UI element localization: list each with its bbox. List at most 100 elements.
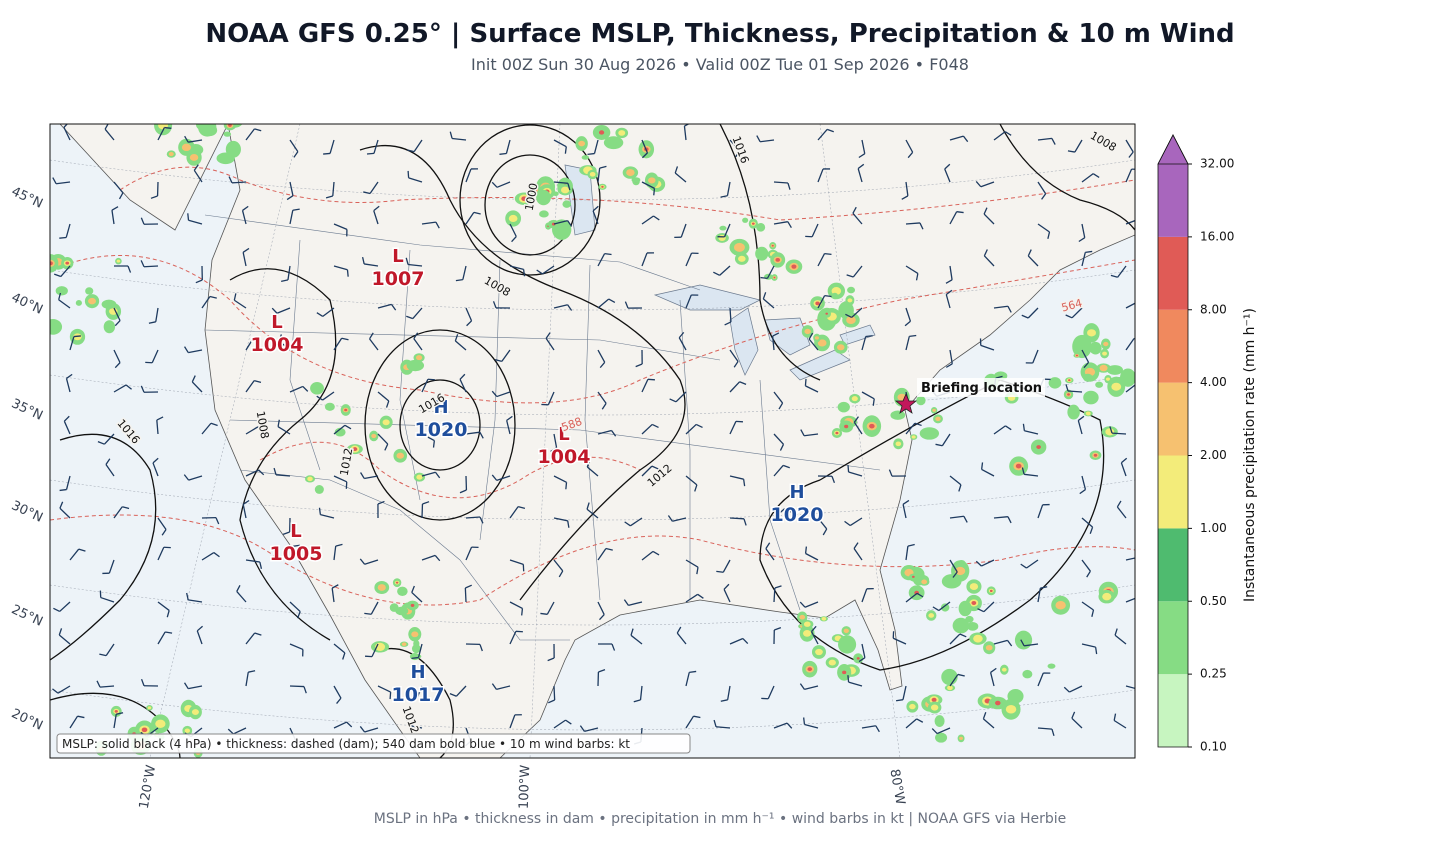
precip-cell [804, 329, 810, 334]
precip-cell [909, 704, 916, 709]
barb-flag [1139, 597, 1144, 602]
precip-cell [844, 425, 848, 428]
precip-cell [85, 287, 93, 294]
precip-cell [1036, 445, 1041, 449]
precip-cell [76, 300, 82, 306]
precip-cell [995, 701, 1001, 706]
precip-cell [378, 584, 386, 591]
precip-cell [198, 118, 216, 137]
precip-cell [44, 319, 62, 335]
barb-flag [605, 254, 612, 255]
barb-staff [465, 588, 466, 602]
precip-cell [752, 223, 755, 225]
precip-cell [1103, 342, 1108, 346]
precip-cell [921, 579, 927, 584]
precip-cell [115, 710, 118, 713]
precip-cell [407, 360, 424, 371]
pressure-center-kind: L [271, 312, 282, 333]
precip-cell [916, 396, 925, 405]
precip-cell [967, 622, 978, 631]
barb-staff [554, 686, 555, 700]
barb-flag [1138, 301, 1143, 306]
barb-flag [323, 153, 330, 154]
barb-flag [1140, 557, 1144, 563]
precip-cell [965, 616, 973, 623]
precip-cell [990, 590, 993, 592]
precip-cell [928, 613, 934, 618]
barb-flag [1085, 251, 1092, 252]
colorbar-tick-label: 0.10 [1200, 740, 1227, 754]
precip-cell [1111, 383, 1121, 391]
precip-cell [562, 200, 571, 207]
precip-cell [774, 277, 776, 279]
barb-flag [654, 188, 655, 195]
precip-cell [838, 402, 850, 413]
precip-cell [648, 177, 655, 183]
precip-cell [738, 256, 746, 262]
lat-label: 25°N [9, 602, 45, 629]
precip-cell [169, 152, 174, 156]
precip-cell [1086, 411, 1091, 415]
precip-cell [799, 615, 805, 620]
barb-staff [774, 588, 775, 602]
precip-cell [65, 262, 69, 265]
precip-cell [396, 582, 399, 584]
precip-cell [959, 737, 963, 740]
precip-cell [829, 660, 836, 666]
colorbar-band [1158, 383, 1188, 456]
barb-flag [367, 153, 374, 154]
precip-cell [804, 621, 811, 626]
pressure-center-value: 1007 [372, 268, 425, 290]
precip-cell [838, 635, 856, 653]
pressure-center-kind: L [290, 521, 301, 542]
precip-cell [1048, 663, 1056, 668]
barb-flag [825, 254, 832, 255]
pressure-center-value: 1020 [415, 419, 468, 441]
precip-cell [837, 344, 845, 350]
barb-flag [848, 675, 849, 682]
precip-cell [104, 320, 115, 333]
colorbar-label: Instantaneous precipitation rate (mm h⁻¹… [1242, 308, 1258, 602]
precip-cell [1083, 374, 1093, 382]
precip-cell [815, 649, 823, 655]
lat-label: 30°N [9, 498, 45, 525]
barb-flag [848, 465, 849, 472]
precip-cell [835, 432, 838, 435]
precip-cell [599, 130, 604, 134]
precip-cell [734, 243, 745, 252]
precip-cell [1016, 464, 1022, 469]
lon-label: 100°W [517, 765, 534, 810]
precip-cell [1002, 668, 1007, 672]
colorbar-band [1158, 528, 1188, 601]
precip-cell [618, 130, 625, 136]
precip-cell [226, 141, 241, 158]
barb-flag [434, 441, 435, 448]
precip-cell [411, 631, 418, 637]
precip-cell [1102, 352, 1107, 356]
precip-cell [1067, 405, 1079, 420]
barb-staff [1112, 433, 1126, 434]
title: NOAA GFS 0.25° | Surface MSLP, Thickness… [205, 19, 1234, 49]
precip-cell [719, 226, 726, 231]
precip-cell [383, 419, 390, 425]
barb-staff [730, 518, 744, 519]
barb-flag [1137, 383, 1143, 387]
precip-cell [941, 669, 957, 685]
barb-flag [188, 213, 189, 220]
precip-cell [772, 245, 774, 247]
precip-cell [931, 705, 938, 711]
barb-flag [565, 147, 566, 154]
precip-cell [344, 409, 347, 412]
precip-cell [742, 218, 748, 223]
precip-cell [935, 715, 945, 727]
precip-cell [626, 169, 634, 176]
colorbar-band [1158, 237, 1188, 310]
precip-cell [190, 154, 198, 161]
precip-cell [1015, 631, 1032, 650]
precip-cell [411, 604, 415, 607]
colorbar-tick-label: 16.00 [1200, 229, 1234, 243]
precip-cell [416, 355, 422, 360]
barb-flag [806, 547, 807, 554]
